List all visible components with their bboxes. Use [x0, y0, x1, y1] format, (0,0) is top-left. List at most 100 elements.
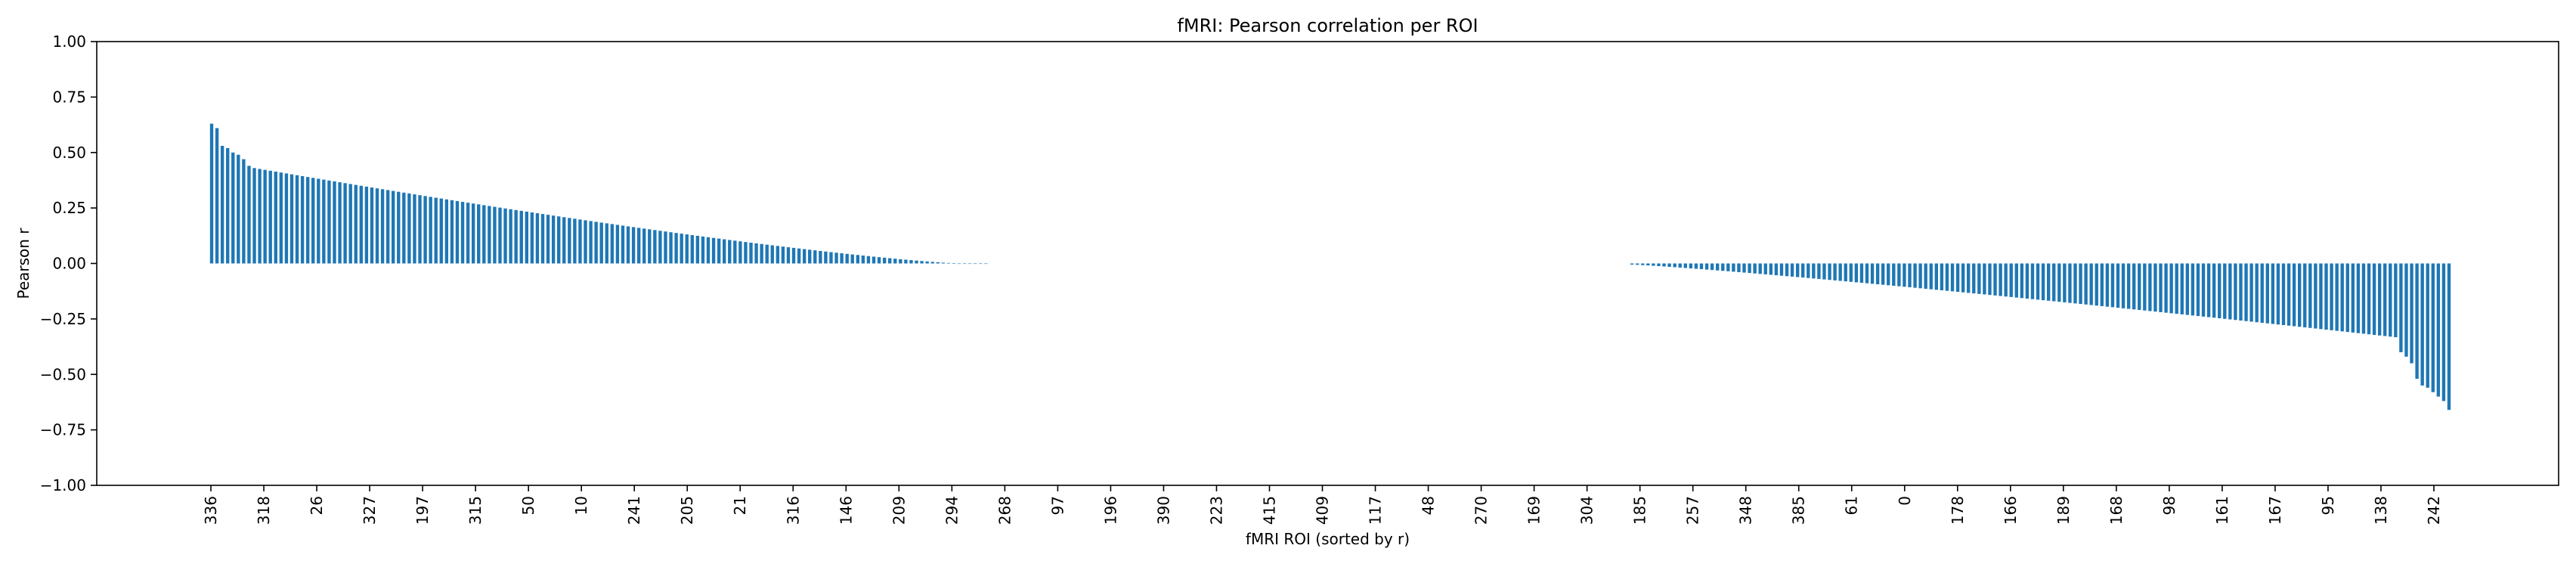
- x-tick-label: 196: [1101, 496, 1119, 525]
- bar: [439, 198, 443, 264]
- bar: [2410, 263, 2413, 364]
- bar: [946, 262, 951, 264]
- x-tick-label: 242: [2425, 496, 2443, 525]
- bar: [1737, 263, 1741, 272]
- bar: [488, 206, 491, 264]
- bar: [2169, 263, 2173, 314]
- bar: [711, 237, 716, 264]
- bar: [1870, 263, 1875, 284]
- bar: [503, 208, 507, 264]
- bar: [877, 257, 881, 264]
- bar: [636, 228, 641, 264]
- bar: [1817, 263, 1821, 280]
- bar: [1801, 263, 1805, 278]
- bar: [2009, 263, 2013, 297]
- bar: [226, 147, 230, 264]
- bar: [2265, 263, 2269, 324]
- bar: [2191, 263, 2195, 316]
- x-tick-label: 257: [1684, 496, 1702, 525]
- bar: [242, 159, 246, 264]
- bar: [2420, 263, 2424, 386]
- bar: [786, 247, 791, 264]
- bar: [899, 259, 903, 264]
- bar: [493, 206, 497, 264]
- bar: [317, 178, 320, 264]
- y-tick-label: 0.75: [52, 88, 86, 106]
- bar: [2356, 263, 2361, 333]
- plot-frame: [96, 41, 2559, 486]
- x-tick-label: 10: [572, 496, 590, 515]
- bar: [840, 253, 844, 264]
- bar: [936, 262, 940, 264]
- bar: [695, 235, 700, 264]
- bar: [540, 214, 545, 264]
- x-axis-label: fMRI ROI (sorted by r): [1246, 530, 1410, 548]
- bar: [1785, 263, 1789, 277]
- x-tick-label: 327: [361, 496, 379, 525]
- x-tick-label: 48: [1420, 496, 1438, 515]
- bar: [578, 219, 582, 264]
- bar: [915, 260, 918, 264]
- bar: [1881, 263, 1885, 285]
- bar: [1892, 263, 1896, 286]
- bar: [930, 262, 934, 264]
- bar: [909, 260, 913, 264]
- bar: [791, 247, 796, 264]
- bar: [1838, 263, 1842, 281]
- bar: [1732, 263, 1735, 272]
- bar: [744, 242, 748, 264]
- bar: [1689, 263, 1693, 268]
- x-tick-label: 117: [1367, 496, 1385, 525]
- bar: [434, 197, 438, 264]
- bar: [1699, 263, 1704, 270]
- bar: [2223, 263, 2227, 319]
- bar: [845, 253, 849, 264]
- bar: [343, 183, 347, 264]
- bar: [1977, 263, 1981, 294]
- bar: [2244, 263, 2248, 321]
- x-tick-label: 304: [1578, 496, 1596, 525]
- bar: [2372, 263, 2376, 335]
- bar: [925, 261, 929, 264]
- bar: [952, 263, 956, 264]
- bar: [674, 233, 678, 264]
- x-tick-label: 0: [1896, 496, 1914, 506]
- bar: [1678, 263, 1682, 268]
- bar: [2025, 263, 2030, 299]
- bar: [284, 173, 289, 264]
- bar: [2335, 263, 2339, 331]
- bar: [1763, 263, 1767, 274]
- bar: [1833, 263, 1837, 280]
- bar: [231, 152, 235, 264]
- bar: [882, 257, 887, 264]
- y-axis-label: Pearson r: [14, 228, 33, 299]
- bar: [2046, 263, 2051, 301]
- bar: [974, 263, 977, 265]
- x-tick-label: 268: [995, 496, 1014, 525]
- bar: [407, 193, 411, 264]
- x-tick-label: 209: [890, 496, 908, 525]
- bar: [380, 189, 385, 264]
- bar: [584, 220, 587, 264]
- bar: [471, 203, 475, 264]
- bar: [749, 243, 753, 264]
- bar: [1710, 263, 1714, 271]
- x-tick-label: 61: [1843, 496, 1861, 515]
- bar: [605, 223, 608, 264]
- x-tick-label: 167: [2266, 496, 2284, 525]
- bar: [2105, 263, 2110, 307]
- bar: [776, 246, 780, 264]
- bar: [2132, 263, 2136, 310]
- bar: [685, 234, 689, 264]
- bar: [568, 218, 571, 264]
- bar: [1790, 263, 1794, 277]
- bar: [648, 229, 652, 264]
- bar: [631, 227, 636, 264]
- bar: [327, 180, 331, 264]
- bar: [209, 123, 214, 264]
- bar: [2206, 263, 2211, 318]
- x-tick-label: 409: [1314, 496, 1332, 525]
- bar: [968, 263, 972, 265]
- x-tick-label: 270: [1472, 496, 1491, 525]
